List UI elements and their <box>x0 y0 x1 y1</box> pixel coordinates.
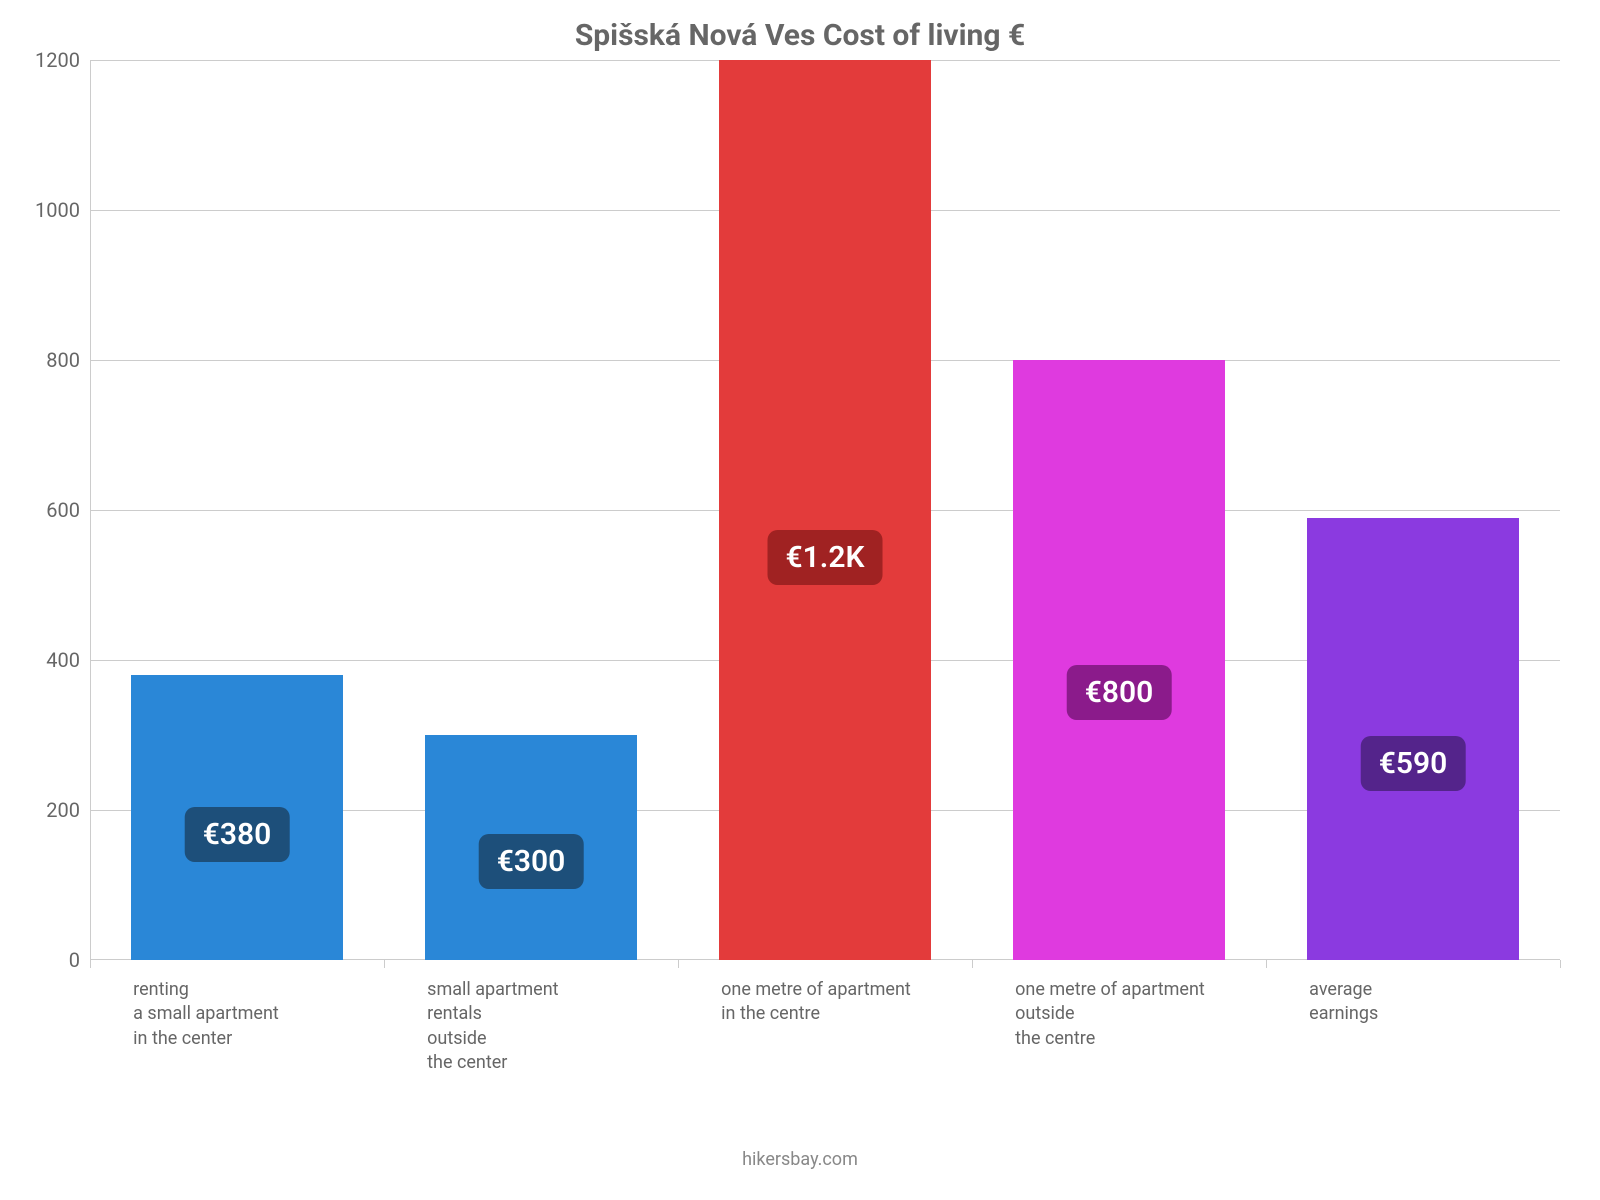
category-label-metre_outside: one metre of apartment outside the centr… <box>1015 978 1205 1051</box>
x-tick-mark <box>1266 960 1267 968</box>
y-tick-label: 800 <box>30 348 80 372</box>
chart-footer: hikersbay.com <box>0 1149 1600 1170</box>
category-label-metre_center: one metre of apartment in the centre <box>721 978 911 1027</box>
y-tick-label: 400 <box>30 648 80 672</box>
x-tick-mark <box>384 960 385 968</box>
plot-area: €380 €300 €1.2K €800 €590 <box>90 60 1560 960</box>
bars-group: €380 €300 €1.2K €800 €590 <box>90 60 1560 960</box>
bar-metre_outside <box>1013 360 1225 960</box>
bar-value-badge-metre_outside: €800 <box>1067 665 1172 720</box>
y-tick-label: 200 <box>30 798 80 822</box>
cost-of-living-chart: Spišská Nová Ves Cost of living € 0 200 40… <box>0 0 1600 1200</box>
category-label-earnings: average earnings <box>1309 978 1378 1027</box>
y-tick-label: 600 <box>30 498 80 522</box>
x-tick-mark <box>972 960 973 968</box>
bar-metre_center <box>719 60 931 960</box>
y-tick-label: 1200 <box>30 48 80 72</box>
x-tick-mark <box>678 960 679 968</box>
category-label-rent_outside: small apartment rentals outside the cent… <box>427 978 558 1075</box>
chart-title: Spišská Nová Ves Cost of living € <box>0 18 1600 53</box>
x-tick-mark <box>1560 960 1561 968</box>
bar-value-badge-rent_center: €380 <box>185 807 290 862</box>
y-tick-label: 1000 <box>30 198 80 222</box>
bar-value-badge-rent_outside: €300 <box>479 834 584 889</box>
category-label-rent_center: renting a small apartment in the center <box>133 978 279 1051</box>
x-tick-mark <box>90 960 91 968</box>
bar-value-badge-metre_center: €1.2K <box>768 530 883 585</box>
y-tick-label: 0 <box>30 948 80 972</box>
bar-value-badge-earnings: €590 <box>1361 736 1466 791</box>
